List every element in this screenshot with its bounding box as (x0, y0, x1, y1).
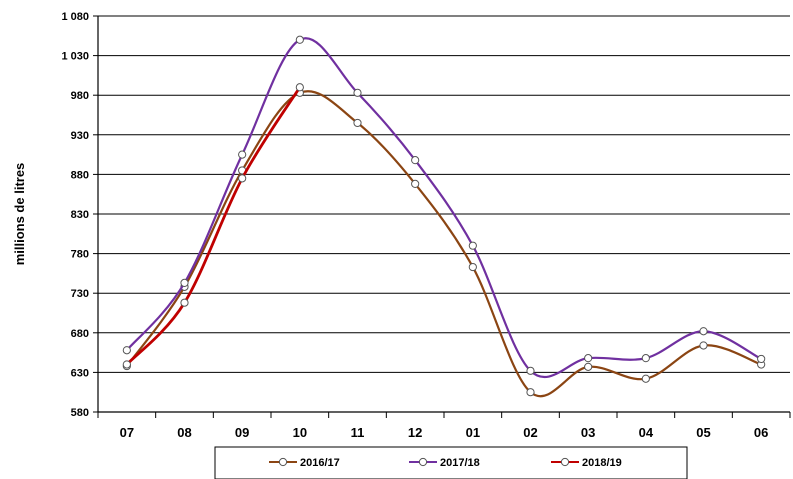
x-tick-label: 10 (293, 425, 307, 440)
axes (97, 16, 790, 413)
data-point (757, 354, 766, 364)
data-point (238, 174, 247, 183)
series-2018-19 (122, 83, 304, 369)
series-2017-18 (122, 35, 766, 378)
y-tick-label: 730 (71, 288, 89, 300)
data-point (699, 327, 708, 336)
data-point (122, 360, 131, 369)
data-point (468, 262, 477, 272)
x-tick-label: 09 (235, 425, 249, 440)
data-point (295, 83, 304, 92)
x-tick-label: 05 (696, 425, 710, 440)
y-tick-label: 630 (71, 367, 89, 379)
y-tick-label: 1 080 (61, 11, 89, 23)
x-tick-label: 04 (639, 425, 654, 440)
data-point (526, 388, 535, 397)
data-point (584, 362, 593, 371)
y-axis-title: millions de litres (12, 163, 27, 266)
data-point (641, 374, 650, 383)
y-tick-label: 580 (71, 407, 89, 419)
legend-marker (560, 457, 570, 467)
data-point (411, 179, 420, 189)
y-axis-ticks: 580 630 680 730 780 830 880 930 980 1 030 1 080 (61, 11, 98, 419)
x-axis-ticks: 07 08 09 10 11 12 01 02 03 04 05 06 (97, 412, 791, 440)
gridlines (98, 15, 790, 373)
data-point (295, 35, 304, 44)
x-tick-label: 01 (466, 425, 480, 440)
data-point (122, 346, 131, 355)
x-tick-label: 11 (351, 425, 365, 440)
data-point (180, 278, 189, 288)
x-tick-label: 07 (120, 425, 134, 440)
data-point (238, 150, 247, 159)
legend-marker (278, 457, 288, 467)
data-point (353, 88, 362, 97)
data-point (353, 118, 362, 128)
data-point (180, 298, 189, 307)
series-line (125, 90, 762, 398)
data-point (526, 366, 535, 375)
y-tick-label: 780 (71, 249, 89, 261)
x-tick-label: 06 (754, 425, 768, 440)
legend-entry: 2017/18 (409, 457, 480, 469)
legend-label: 2017/18 (440, 457, 480, 469)
data-point (584, 354, 593, 363)
legend-label: 2016/17 (300, 457, 340, 469)
data-point (411, 156, 420, 165)
legend-entry: 2018/19 (551, 457, 622, 469)
data-point (699, 341, 708, 350)
x-tick-label: 03 (581, 425, 595, 440)
x-tick-label: 02 (523, 425, 537, 440)
y-tick-label: 930 (71, 130, 89, 142)
y-tick-label: 680 (71, 328, 89, 340)
y-tick-label: 980 (71, 90, 89, 102)
y-tick-label: 880 (71, 169, 89, 181)
legend-entry: 2016/17 (269, 457, 340, 469)
legend-marker (418, 457, 428, 467)
series-line (125, 86, 302, 366)
legend: 2016/17 2017/18 2018/19 (214, 446, 688, 479)
x-tick-label: 12 (408, 425, 422, 440)
legend-label: 2018/19 (582, 457, 622, 469)
data-point (468, 241, 477, 250)
x-tick-label: 08 (177, 425, 191, 440)
data-point (641, 354, 650, 363)
y-tick-label: 830 (71, 209, 89, 221)
series-lines (122, 35, 766, 398)
y-tick-label: 1 030 (61, 51, 89, 63)
